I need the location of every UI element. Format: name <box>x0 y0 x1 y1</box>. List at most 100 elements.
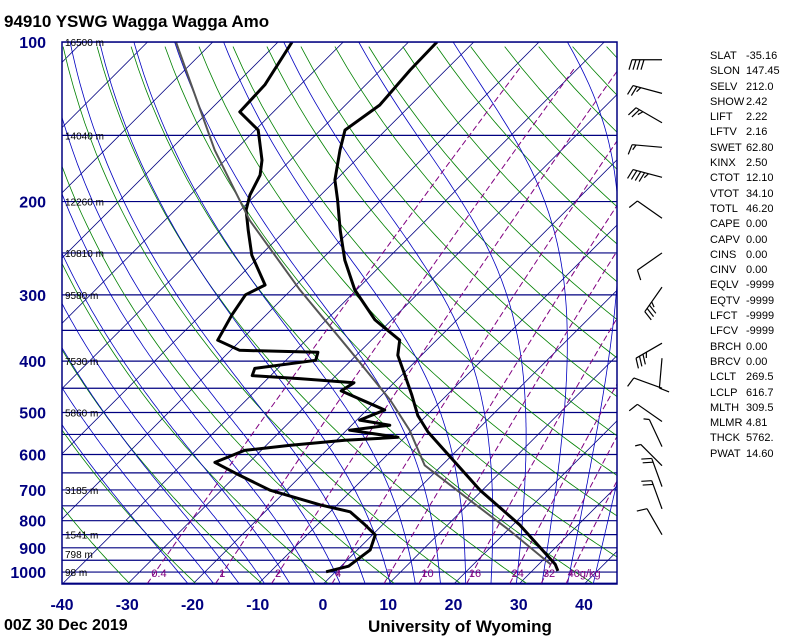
isotherm <box>192 159 617 584</box>
stat-value: 0.00 <box>746 248 768 261</box>
pressure-tick-label: 800 <box>19 514 46 531</box>
stat-key: CINV <box>710 264 737 277</box>
stat-key: LCLP <box>710 386 738 399</box>
stat-key: LFCV <box>710 325 739 338</box>
barb-feather <box>642 354 646 365</box>
isotherm <box>62 42 83 63</box>
height-label: 14040 m <box>65 131 104 142</box>
barb-feather <box>636 59 641 70</box>
dry-adiabat <box>300 46 617 398</box>
dry-adiabat <box>198 46 617 517</box>
dry-adiabat <box>232 46 617 477</box>
stat-key: KINX <box>710 157 736 170</box>
moist-adiabat <box>62 115 341 584</box>
barb-staff <box>646 508 663 535</box>
stat-key: CAPE <box>710 218 740 231</box>
wind-barb <box>634 443 663 467</box>
isotherm <box>453 420 617 584</box>
stat-key: SLAT <box>710 50 737 62</box>
isotherm <box>127 93 617 584</box>
barb-staff <box>637 252 663 271</box>
stat-row: MLMR 4.81 <box>710 416 780 431</box>
stat-value: -9999 <box>746 279 775 292</box>
barb-feather <box>636 269 642 281</box>
temperature-tick-label: -40 <box>50 597 73 614</box>
mixing-ratio-label: 1 <box>219 568 225 580</box>
stat-key: PWAT <box>710 447 741 460</box>
pressure-tick-label: 600 <box>19 447 46 464</box>
dewpoint-trace <box>213 42 400 574</box>
barb-feather <box>643 173 649 179</box>
stat-value: 0.00 <box>746 233 768 246</box>
temperature-tick-label: 40 <box>575 597 593 614</box>
barb-feather <box>631 109 640 118</box>
stat-value: 2.50 <box>746 157 768 170</box>
pressure-tick-label: 900 <box>19 541 46 558</box>
height-label: 98 m <box>65 568 87 579</box>
barb-staff <box>651 458 663 487</box>
barb-staff <box>648 419 663 447</box>
mixing-ratio-line <box>331 140 617 584</box>
moist-adiabat <box>62 252 291 584</box>
barb-feather <box>637 111 644 116</box>
isotherm <box>322 289 617 584</box>
isotherm <box>62 42 540 520</box>
barb-feather <box>651 301 655 308</box>
stat-key: VTOT <box>710 187 740 200</box>
stat-value: 616.7 <box>746 386 774 399</box>
dry-adiabat <box>62 165 395 584</box>
stat-value: 309.5 <box>746 401 774 414</box>
stat-row: KINX 2.50 <box>710 156 780 171</box>
stat-row: EQLV -9999 <box>710 278 780 293</box>
barb-feather <box>630 170 638 180</box>
moist-adiabat <box>62 302 266 584</box>
stat-value: -9999 <box>746 325 775 338</box>
barb-feather <box>627 85 634 95</box>
barb-staff <box>651 480 663 510</box>
stat-key: EQLV <box>710 279 739 292</box>
stat-value: 269.5 <box>746 371 774 384</box>
stat-key: SLON <box>710 65 740 78</box>
mixing-ratio-line <box>565 479 617 584</box>
moist-adiabat <box>223 42 467 584</box>
height-label: 12260 m <box>65 198 104 209</box>
temperature-tick-label: 20 <box>445 597 463 614</box>
barb-feather <box>630 86 638 96</box>
isotherm <box>62 42 409 390</box>
isotherm <box>62 42 279 259</box>
stat-value: 4.81 <box>746 417 768 430</box>
barb-feather <box>632 59 637 70</box>
barb-feather <box>641 480 652 482</box>
stat-key: CAPV <box>710 233 740 246</box>
pressure-tick-label: 700 <box>19 483 46 500</box>
mixing-ratio-line <box>540 435 617 584</box>
barb-feather <box>634 171 642 181</box>
barb-staff <box>644 286 663 313</box>
temperature-tick-label: 30 <box>510 597 528 614</box>
height-label: 1541 m <box>65 531 98 542</box>
stat-row: BRCH 0.00 <box>710 340 780 355</box>
wind-barb <box>627 85 663 96</box>
stat-value: 62.80 <box>746 141 774 154</box>
stat-key: LCLT <box>710 371 737 384</box>
stat-value: -9999 <box>746 294 775 307</box>
pressure-tick-label: 400 <box>19 354 46 371</box>
stat-value: 5762. <box>746 432 774 445</box>
barb-feather <box>638 172 646 182</box>
stat-key: MLMR <box>710 417 743 430</box>
stat-key: SELV <box>710 80 738 93</box>
wind-barb <box>635 342 663 369</box>
mixing-ratio-label: 0.4 <box>151 568 166 580</box>
stat-value: 2.16 <box>746 126 768 139</box>
wind-barb <box>643 418 663 447</box>
moist-adiabat <box>567 42 617 584</box>
stat-key: SHOW <box>710 95 745 108</box>
temperature-tick-label: 0 <box>319 597 328 614</box>
stat-key: CTOT <box>710 172 740 185</box>
stat-row: TOTL 46.20 <box>710 202 780 217</box>
stat-row: SHOW 2.42 <box>710 95 780 110</box>
isotherm <box>518 485 617 584</box>
stat-value: 2.42 <box>746 95 768 108</box>
barb-feather <box>636 508 648 512</box>
height-label: 16500 m <box>65 38 104 49</box>
